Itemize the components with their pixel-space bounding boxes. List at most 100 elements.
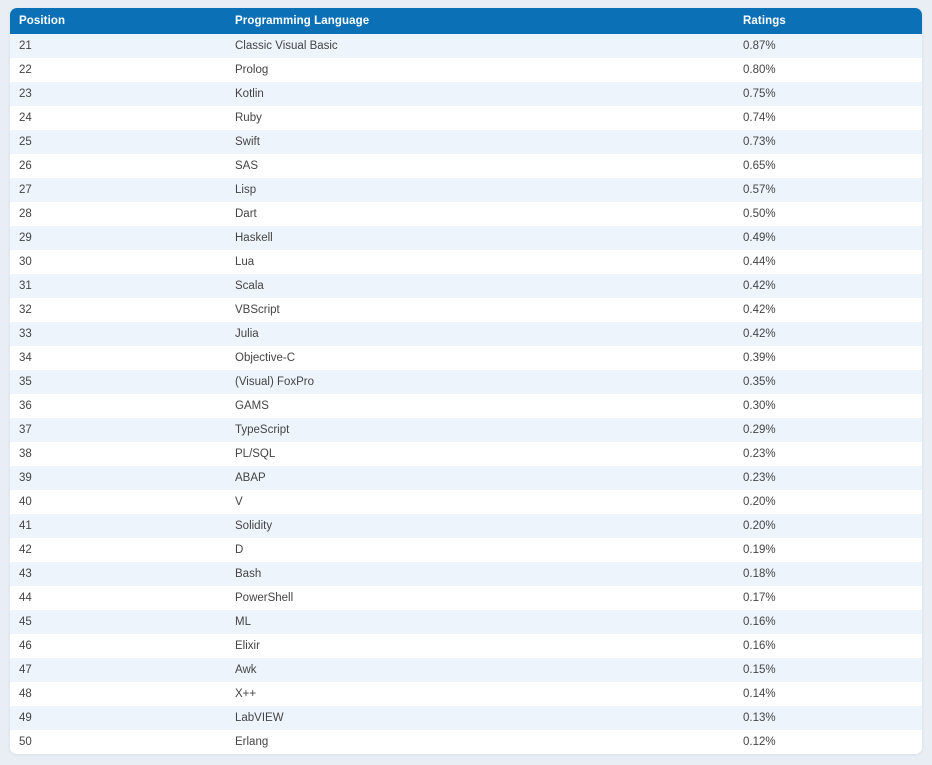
cell-language: Solidity xyxy=(226,514,734,538)
cell-ratings: 0.13% xyxy=(734,706,922,730)
cell-position: 28 xyxy=(10,202,226,226)
cell-language: Ruby xyxy=(226,106,734,130)
table-row: 36 GAMS 0.30% xyxy=(10,394,922,418)
column-header-language[interactable]: Programming Language xyxy=(226,8,734,34)
table-row: 24 Ruby 0.74% xyxy=(10,106,922,130)
column-header-position[interactable]: Position xyxy=(10,8,226,34)
cell-ratings: 0.57% xyxy=(734,178,922,202)
cell-language: Lisp xyxy=(226,178,734,202)
cell-language: (Visual) FoxPro xyxy=(226,370,734,394)
cell-ratings: 0.75% xyxy=(734,82,922,106)
cell-language: V xyxy=(226,490,734,514)
cell-language: ML xyxy=(226,610,734,634)
table-body: 21 Classic Visual Basic 0.87% 22 Prolog 0.80%… xyxy=(10,34,922,754)
cell-position: 37 xyxy=(10,418,226,442)
cell-language: X++ xyxy=(226,682,734,706)
cell-position: 44 xyxy=(10,586,226,610)
cell-language: ABAP xyxy=(226,466,734,490)
cell-language: PowerShell xyxy=(226,586,734,610)
cell-ratings: 0.29% xyxy=(734,418,922,442)
cell-ratings: 0.16% xyxy=(734,634,922,658)
cell-ratings: 0.42% xyxy=(734,298,922,322)
cell-position: 46 xyxy=(10,634,226,658)
cell-ratings: 0.87% xyxy=(734,34,922,58)
cell-position: 48 xyxy=(10,682,226,706)
cell-ratings: 0.14% xyxy=(734,682,922,706)
table-row: 26 SAS 0.65% xyxy=(10,154,922,178)
cell-ratings: 0.18% xyxy=(734,562,922,586)
cell-position: 29 xyxy=(10,226,226,250)
column-header-ratings[interactable]: Ratings xyxy=(734,8,922,34)
cell-language: D xyxy=(226,538,734,562)
cell-language: Swift xyxy=(226,130,734,154)
table-row: 22 Prolog 0.80% xyxy=(10,58,922,82)
cell-position: 27 xyxy=(10,178,226,202)
cell-ratings: 0.12% xyxy=(734,730,922,754)
cell-position: 34 xyxy=(10,346,226,370)
cell-position: 49 xyxy=(10,706,226,730)
table-row: 28 Dart 0.50% xyxy=(10,202,922,226)
table-row: 34 Objective-C 0.39% xyxy=(10,346,922,370)
table-row: 42 D 0.19% xyxy=(10,538,922,562)
cell-position: 38 xyxy=(10,442,226,466)
cell-ratings: 0.65% xyxy=(734,154,922,178)
cell-language: Lua xyxy=(226,250,734,274)
cell-position: 21 xyxy=(10,34,226,58)
cell-position: 45 xyxy=(10,610,226,634)
cell-ratings: 0.17% xyxy=(734,586,922,610)
table-row: 25 Swift 0.73% xyxy=(10,130,922,154)
cell-ratings: 0.23% xyxy=(734,442,922,466)
cell-language: TypeScript xyxy=(226,418,734,442)
table-row: 29 Haskell 0.49% xyxy=(10,226,922,250)
cell-ratings: 0.39% xyxy=(734,346,922,370)
cell-language: Prolog xyxy=(226,58,734,82)
cell-position: 33 xyxy=(10,322,226,346)
table-row: 23 Kotlin 0.75% xyxy=(10,82,922,106)
table-header: Position Programming Language Ratings xyxy=(10,8,922,34)
table-row: 47 Awk 0.15% xyxy=(10,658,922,682)
cell-position: 36 xyxy=(10,394,226,418)
cell-position: 25 xyxy=(10,130,226,154)
cell-ratings: 0.35% xyxy=(734,370,922,394)
table-row: 30 Lua 0.44% xyxy=(10,250,922,274)
cell-position: 22 xyxy=(10,58,226,82)
table-row: 46 Elixir 0.16% xyxy=(10,634,922,658)
cell-language: PL/SQL xyxy=(226,442,734,466)
cell-position: 40 xyxy=(10,490,226,514)
table-row: 48 X++ 0.14% xyxy=(10,682,922,706)
table-header-row: Position Programming Language Ratings xyxy=(10,8,922,34)
cell-position: 43 xyxy=(10,562,226,586)
cell-position: 35 xyxy=(10,370,226,394)
cell-position: 47 xyxy=(10,658,226,682)
cell-ratings: 0.20% xyxy=(734,514,922,538)
cell-position: 32 xyxy=(10,298,226,322)
cell-position: 26 xyxy=(10,154,226,178)
table-row: 50 Erlang 0.12% xyxy=(10,730,922,754)
cell-position: 23 xyxy=(10,82,226,106)
table-row: 27 Lisp 0.57% xyxy=(10,178,922,202)
language-ranking-table-card: Position Programming Language Ratings 21… xyxy=(10,8,922,754)
cell-ratings: 0.80% xyxy=(734,58,922,82)
cell-language: Scala xyxy=(226,274,734,298)
table-row: 21 Classic Visual Basic 0.87% xyxy=(10,34,922,58)
table-row: 31 Scala 0.42% xyxy=(10,274,922,298)
table-row: 44 PowerShell 0.17% xyxy=(10,586,922,610)
cell-ratings: 0.49% xyxy=(734,226,922,250)
cell-language: Erlang xyxy=(226,730,734,754)
table-row: 45 ML 0.16% xyxy=(10,610,922,634)
cell-ratings: 0.15% xyxy=(734,658,922,682)
table-row: 41 Solidity 0.20% xyxy=(10,514,922,538)
cell-position: 24 xyxy=(10,106,226,130)
cell-language: GAMS xyxy=(226,394,734,418)
table-row: 38 PL/SQL 0.23% xyxy=(10,442,922,466)
cell-ratings: 0.19% xyxy=(734,538,922,562)
cell-language: Dart xyxy=(226,202,734,226)
cell-position: 42 xyxy=(10,538,226,562)
cell-language: Elixir xyxy=(226,634,734,658)
cell-language: Haskell xyxy=(226,226,734,250)
cell-position: 31 xyxy=(10,274,226,298)
table-row: 49 LabVIEW 0.13% xyxy=(10,706,922,730)
cell-language: Objective-C xyxy=(226,346,734,370)
cell-ratings: 0.16% xyxy=(734,610,922,634)
cell-language: VBScript xyxy=(226,298,734,322)
